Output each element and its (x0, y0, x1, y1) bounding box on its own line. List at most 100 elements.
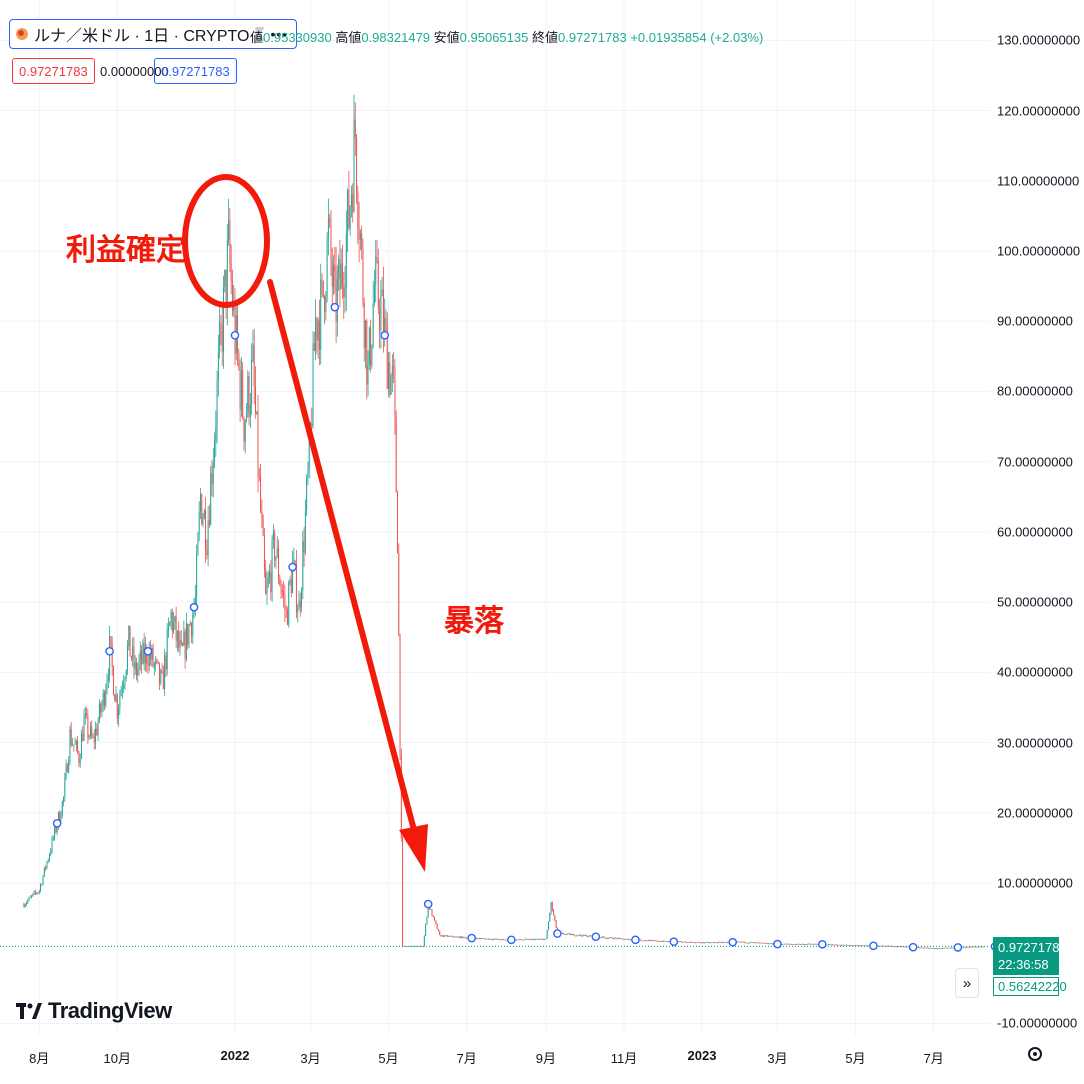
candle-body (766, 943, 768, 944)
candle-body (661, 941, 663, 943)
candle-body (272, 532, 274, 540)
candle-body (846, 944, 848, 946)
candle-body (91, 726, 93, 737)
event-marker (773, 939, 782, 949)
last-price-label: 0.97271783 22:36:58 (993, 937, 1067, 975)
candle-body (41, 884, 43, 886)
candle-body (151, 647, 153, 660)
candle-body (445, 935, 447, 937)
candle-body (208, 520, 210, 525)
candle-body (757, 942, 759, 944)
candle-body (217, 352, 219, 381)
candle-body (759, 942, 761, 944)
candle-body (500, 939, 502, 940)
candle-body (963, 947, 965, 949)
candle-body (86, 713, 88, 716)
candle-body (570, 934, 572, 936)
candle-body (418, 946, 420, 947)
sell-price-box[interactable]: 0.97271783 (12, 58, 95, 84)
candle-body (737, 941, 739, 943)
candle-body (266, 585, 268, 595)
candle-body (893, 946, 895, 948)
candle-body (840, 944, 842, 946)
candle-body (657, 941, 659, 943)
candle-body (121, 688, 123, 690)
settings-icon[interactable] (1028, 1047, 1042, 1061)
candle-body (220, 322, 222, 326)
candle-body (244, 420, 246, 442)
candle-body (492, 939, 494, 940)
candle-body (164, 655, 166, 690)
candle-body (421, 945, 423, 947)
candle-body (562, 933, 564, 934)
candle-body (292, 561, 294, 594)
candle-body (276, 548, 278, 557)
candle-body (239, 366, 241, 410)
low-value: 0.95065135 (459, 30, 529, 45)
candle-body (361, 233, 363, 249)
candle-body (901, 946, 903, 948)
candle-body (748, 942, 750, 944)
flag-icon[interactable] (255, 27, 265, 41)
candle-body (970, 946, 972, 948)
candle-body (371, 345, 373, 366)
candle-body (838, 944, 840, 946)
candle-body (73, 744, 75, 746)
candle-body (127, 645, 129, 670)
candle-body (240, 370, 242, 410)
candle-body (482, 938, 484, 940)
candle-body (226, 240, 228, 306)
symbol-selector[interactable]: ルナ／米ドル · 1日 · CRYPTO ••• (9, 19, 298, 49)
candle-body (828, 944, 830, 945)
candle-body (257, 411, 259, 478)
candle-body (224, 270, 226, 287)
candle-body (600, 937, 602, 939)
x-tick-label: 10月 (103, 1051, 132, 1066)
candle-body (443, 935, 445, 937)
candle-body (192, 613, 194, 636)
candle-body (322, 280, 324, 296)
candle-body (686, 942, 688, 944)
candle-body (760, 942, 762, 944)
scroll-to-realtime-button[interactable]: » (955, 968, 979, 998)
candle-body (519, 939, 521, 940)
candle-body (605, 937, 607, 939)
candle-body (423, 935, 425, 947)
y-tick-label: 20.00000000 (997, 805, 1073, 821)
candle-body (755, 942, 757, 944)
candle-body (161, 670, 163, 673)
crash-arrow-head (399, 824, 428, 872)
candle-body (36, 892, 38, 894)
candle-body (579, 934, 581, 936)
candle-body (430, 908, 432, 910)
candle-body (555, 920, 557, 928)
candle-body (367, 364, 369, 385)
candle-body (832, 944, 834, 946)
candle-body (972, 946, 974, 948)
candle-body (917, 947, 919, 949)
candle-body (98, 703, 100, 722)
event-marker (423, 899, 433, 909)
candle-body (379, 307, 381, 331)
candle-body (336, 279, 338, 322)
candle-body (74, 744, 76, 745)
candle-body (47, 859, 49, 862)
buy-price-box[interactable]: 0.97271783 (154, 58, 237, 84)
tradingview-logo[interactable]: TradingView (16, 998, 172, 1024)
candle-body (922, 947, 924, 949)
candle-body (128, 625, 130, 646)
candle-body (865, 945, 867, 947)
candle-body (125, 669, 127, 679)
candle-body (485, 938, 487, 940)
candle-body (376, 257, 378, 260)
candle-body (265, 569, 267, 595)
y-tick-label: 130.00000000 (997, 32, 1081, 48)
candle-body (610, 937, 612, 939)
candle-body (688, 941, 690, 943)
candle-body (87, 715, 89, 738)
candle-body (452, 935, 454, 937)
event-marker (631, 935, 640, 945)
more-options-icon[interactable]: ••• (270, 26, 289, 42)
last-price-value: 0.97271783 (998, 940, 1067, 955)
